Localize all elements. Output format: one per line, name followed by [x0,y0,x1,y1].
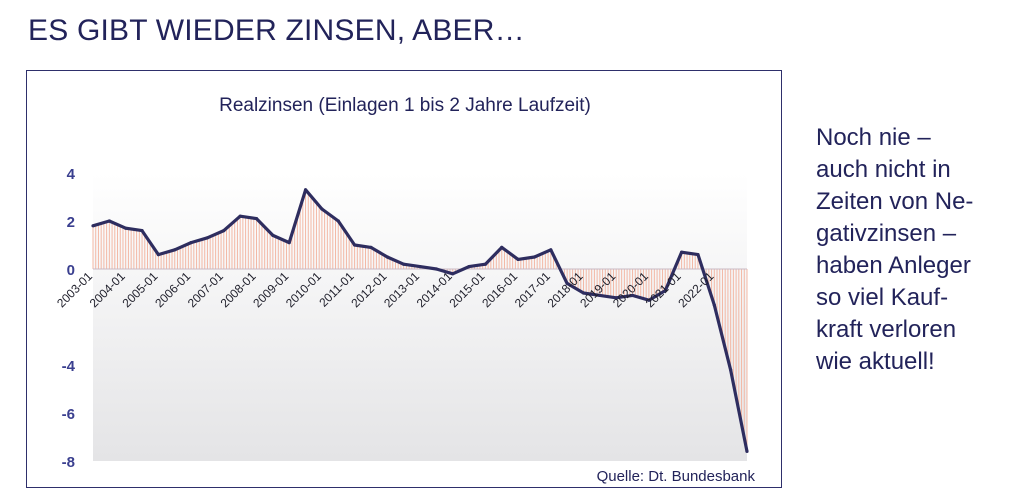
chart-source: Quelle: Dt. Bundesbank [597,468,756,485]
side-note: Noch nie – auch nicht in Zeiten von Ne-gat… [816,122,1016,378]
side-note-line: Zeiten von Ne- [816,188,974,215]
data-point [565,281,569,285]
data-point [549,248,553,252]
data-point [254,217,259,221]
y-tick-label: 2 [67,214,75,231]
data-point [630,293,635,297]
data-point [647,298,651,302]
data-point [451,272,455,276]
data-point [598,293,602,297]
side-note-line: haben Anleger [816,252,971,279]
data-point [369,245,373,249]
data-point [107,219,111,223]
data-point [336,219,340,223]
y-tick-label: -6 [62,406,75,423]
slide-title: ES GIBT WIEDER ZINSEN, ABER… [28,14,525,47]
data-point [516,257,520,261]
data-point [680,250,684,254]
data-point [320,207,324,211]
data-point [696,253,700,257]
side-note-line: so viel Kauf- [816,284,949,311]
data-point [303,188,308,192]
y-tick-label: -8 [62,454,75,471]
data-point [91,224,95,228]
data-point [483,262,487,266]
data-point [712,303,716,307]
y-tick-label: -4 [62,358,76,375]
side-note-line: gativzinsen – [816,220,957,247]
data-point [467,265,471,269]
data-point [385,255,389,259]
data-point [500,245,504,249]
data-point [173,248,177,252]
plot-background [93,173,747,461]
data-point [581,291,586,295]
data-point [124,226,128,230]
side-note-line: Noch nie – [816,124,931,151]
data-point [287,241,291,245]
data-point [140,229,144,233]
data-point [614,296,618,300]
chart-panel: Realzinsen (Einlagen 1 bis 2 Jahre Laufz… [26,70,782,488]
data-point [189,241,193,245]
data-point [353,243,357,247]
side-note-line: auch nicht in [816,156,951,183]
data-point [729,368,733,372]
data-point [434,267,438,271]
chart-svg: Realzinsen (Einlagen 1 bis 2 Jahre Laufz… [54,95,756,485]
data-point [222,229,226,233]
side-note-line: wie aktuell! [816,348,935,375]
data-point [156,253,160,257]
data-point [271,233,275,237]
data-point [418,265,422,269]
data-point [238,214,242,218]
chart-title: Realzinsen (Einlagen 1 bis 2 Jahre Laufz… [219,95,591,116]
data-point [402,262,406,266]
y-tick-label: 4 [67,166,76,183]
data-point [205,236,210,240]
side-note-line: kraft verloren [816,316,957,343]
data-point [532,255,537,259]
y-tick-label: 0 [67,262,75,279]
data-point [663,289,667,293]
data-point [745,449,749,453]
